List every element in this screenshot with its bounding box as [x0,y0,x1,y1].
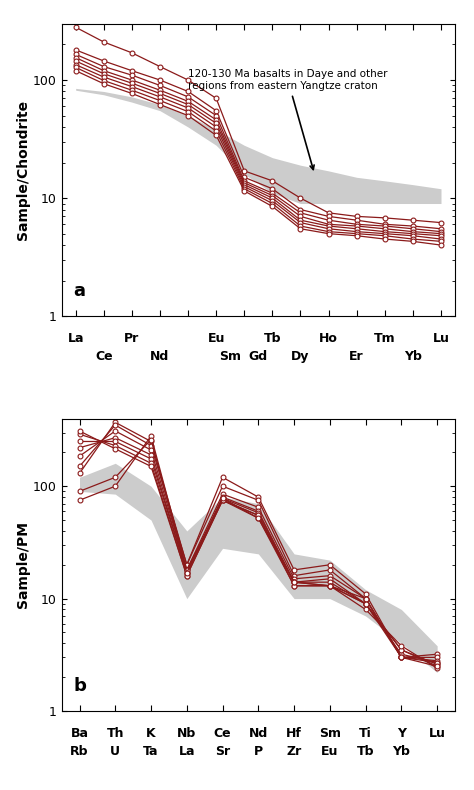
Text: Pr: Pr [124,333,139,345]
Text: Y: Y [397,727,406,740]
Text: Nd: Nd [249,727,268,740]
Text: Nd: Nd [150,350,170,363]
Text: Yb: Yb [404,350,422,363]
Text: Er: Er [349,350,364,363]
Text: K: K [146,727,156,740]
Text: Dy: Dy [292,350,310,363]
Text: Yb: Yb [392,745,410,758]
Text: U: U [110,745,120,758]
Text: Eu: Eu [208,333,225,345]
Y-axis label: Sample/Chondrite: Sample/Chondrite [16,100,30,240]
Text: Sm: Sm [219,350,241,363]
Text: Eu: Eu [321,745,338,758]
Text: a: a [73,282,85,299]
Text: Lu: Lu [428,727,446,740]
Text: 120-130 Ma basalts in Daye and other
regions from eastern Yangtze craton: 120-130 Ma basalts in Daye and other reg… [188,70,388,170]
Text: Ce: Ce [214,727,231,740]
Text: Gd: Gd [249,350,268,363]
Text: Lu: Lu [433,333,449,345]
Text: Ho: Ho [319,333,338,345]
Text: Zr: Zr [286,745,302,758]
Y-axis label: Sample/PM: Sample/PM [16,521,30,608]
Text: Hf: Hf [286,727,302,740]
Text: Ta: Ta [143,745,159,758]
Text: P: P [254,745,263,758]
Text: Tb: Tb [357,745,374,758]
Text: La: La [67,333,84,345]
Text: Tb: Tb [264,333,281,345]
Text: Ba: Ba [71,727,89,740]
Text: Rb: Rb [70,745,89,758]
Text: b: b [73,676,86,694]
Text: Sm: Sm [319,727,341,740]
Text: Sr: Sr [215,745,230,758]
Text: Tm: Tm [374,333,396,345]
Text: Ce: Ce [95,350,113,363]
Text: Th: Th [107,727,124,740]
Text: Nb: Nb [177,727,196,740]
Text: Ti: Ti [359,727,372,740]
Text: La: La [179,745,195,758]
